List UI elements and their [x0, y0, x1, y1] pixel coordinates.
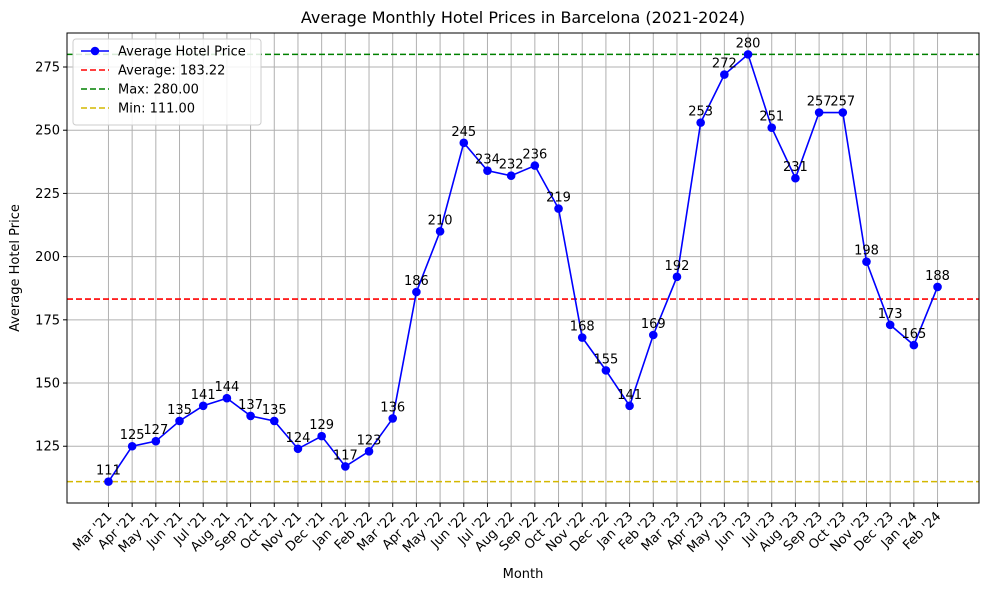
data-point — [127, 441, 137, 451]
legend-label: Average Hotel Price — [118, 45, 246, 60]
data-label: 137 — [238, 398, 263, 413]
data-label: 117 — [333, 448, 358, 463]
y-tick-label: 150 — [35, 377, 60, 392]
y-tick-label: 225 — [35, 187, 60, 202]
data-point — [933, 282, 942, 292]
data-label: 257 — [830, 95, 855, 110]
data-labels: 1111251271351411441371351241291171231361… — [96, 36, 950, 478]
data-label: 169 — [641, 317, 666, 332]
data-label: 165 — [901, 327, 926, 342]
data-point — [388, 414, 398, 423]
series-line — [107, 52, 939, 483]
data-label: 141 — [191, 388, 216, 403]
data-label: 253 — [688, 105, 713, 120]
legend-label: Average: 183.22 — [118, 64, 225, 79]
legend-box — [72, 38, 262, 126]
data-point — [648, 330, 658, 340]
data-point — [625, 401, 634, 411]
y-tick-label: 125 — [35, 440, 60, 455]
y-tick-label: 175 — [35, 313, 60, 328]
data-label: 232 — [499, 158, 524, 173]
data-point — [601, 366, 611, 375]
data-point — [530, 161, 540, 170]
y-tick-label: 200 — [35, 250, 60, 265]
legend-marker — [90, 46, 100, 56]
data-label: 251 — [759, 110, 784, 125]
data-label: 188 — [925, 269, 950, 284]
data-point — [269, 416, 279, 426]
data-label: 257 — [807, 95, 832, 110]
data-point — [791, 173, 800, 183]
data-point — [909, 340, 919, 350]
data-point — [696, 118, 705, 127]
data-point — [743, 50, 753, 59]
data-point — [838, 108, 848, 117]
data-label: 129 — [309, 418, 334, 433]
y-tick-label: 250 — [35, 124, 60, 139]
reference-lines — [67, 53, 979, 483]
data-point — [885, 320, 895, 330]
legend-label: Min: 111.00 — [118, 102, 195, 117]
data-label: 123 — [357, 433, 382, 448]
data-label: 186 — [404, 274, 429, 289]
data-point — [506, 171, 516, 181]
data-point — [198, 401, 208, 411]
data-point — [767, 123, 777, 132]
y-tick-label: 275 — [35, 61, 60, 76]
data-point — [577, 333, 587, 342]
data-label: 173 — [878, 307, 903, 322]
data-label: 198 — [854, 244, 879, 259]
plot-frame — [66, 32, 980, 504]
data-point — [222, 393, 232, 403]
data-label: 125 — [120, 428, 145, 443]
data-point — [317, 431, 326, 441]
data-label: 135 — [262, 403, 287, 418]
data-point — [175, 416, 184, 426]
data-label: 111 — [96, 464, 121, 479]
series — [104, 50, 942, 486]
data-point — [435, 227, 445, 236]
data-point — [720, 70, 729, 79]
data-label: 192 — [665, 259, 690, 274]
data-point — [672, 272, 682, 282]
data-point — [412, 287, 421, 297]
data-point — [364, 446, 374, 456]
data-label: 236 — [522, 148, 547, 163]
data-label: 168 — [570, 320, 595, 335]
data-label: 124 — [286, 431, 311, 446]
data-point — [341, 462, 350, 471]
data-label: 280 — [736, 36, 761, 51]
data-point — [246, 411, 255, 421]
data-label: 127 — [143, 423, 168, 438]
data-label: 219 — [546, 191, 571, 206]
data-label: 272 — [712, 57, 737, 72]
data-point — [862, 257, 871, 266]
data-point — [459, 138, 469, 148]
legend-label: Max: 280.00 — [118, 83, 199, 98]
data-point — [814, 108, 824, 117]
data-label: 231 — [783, 160, 808, 175]
data-label: 155 — [593, 352, 618, 367]
data-label: 141 — [617, 388, 642, 403]
data-point — [104, 477, 113, 486]
data-label: 245 — [451, 125, 476, 140]
x-axis-title: Month — [503, 567, 544, 582]
axes — [63, 32, 980, 507]
data-label: 136 — [380, 400, 405, 415]
data-label: 144 — [214, 380, 239, 395]
legend: Average Hotel Price Average: 183.22 Max: 2… — [72, 38, 262, 126]
chart-title: Average Monthly Hotel Prices in Barcelon… — [301, 8, 745, 27]
y-axis-title: Average Hotel Price — [8, 204, 23, 332]
data-label: 135 — [167, 403, 192, 418]
data-label: 210 — [428, 213, 453, 228]
data-point — [293, 444, 303, 454]
data-point — [483, 166, 492, 175]
y-tick-labels: 125 150 175 200 225 250 275 — [35, 61, 60, 455]
data-point — [554, 204, 563, 213]
data-point — [151, 436, 161, 446]
data-label: 234 — [475, 153, 500, 168]
